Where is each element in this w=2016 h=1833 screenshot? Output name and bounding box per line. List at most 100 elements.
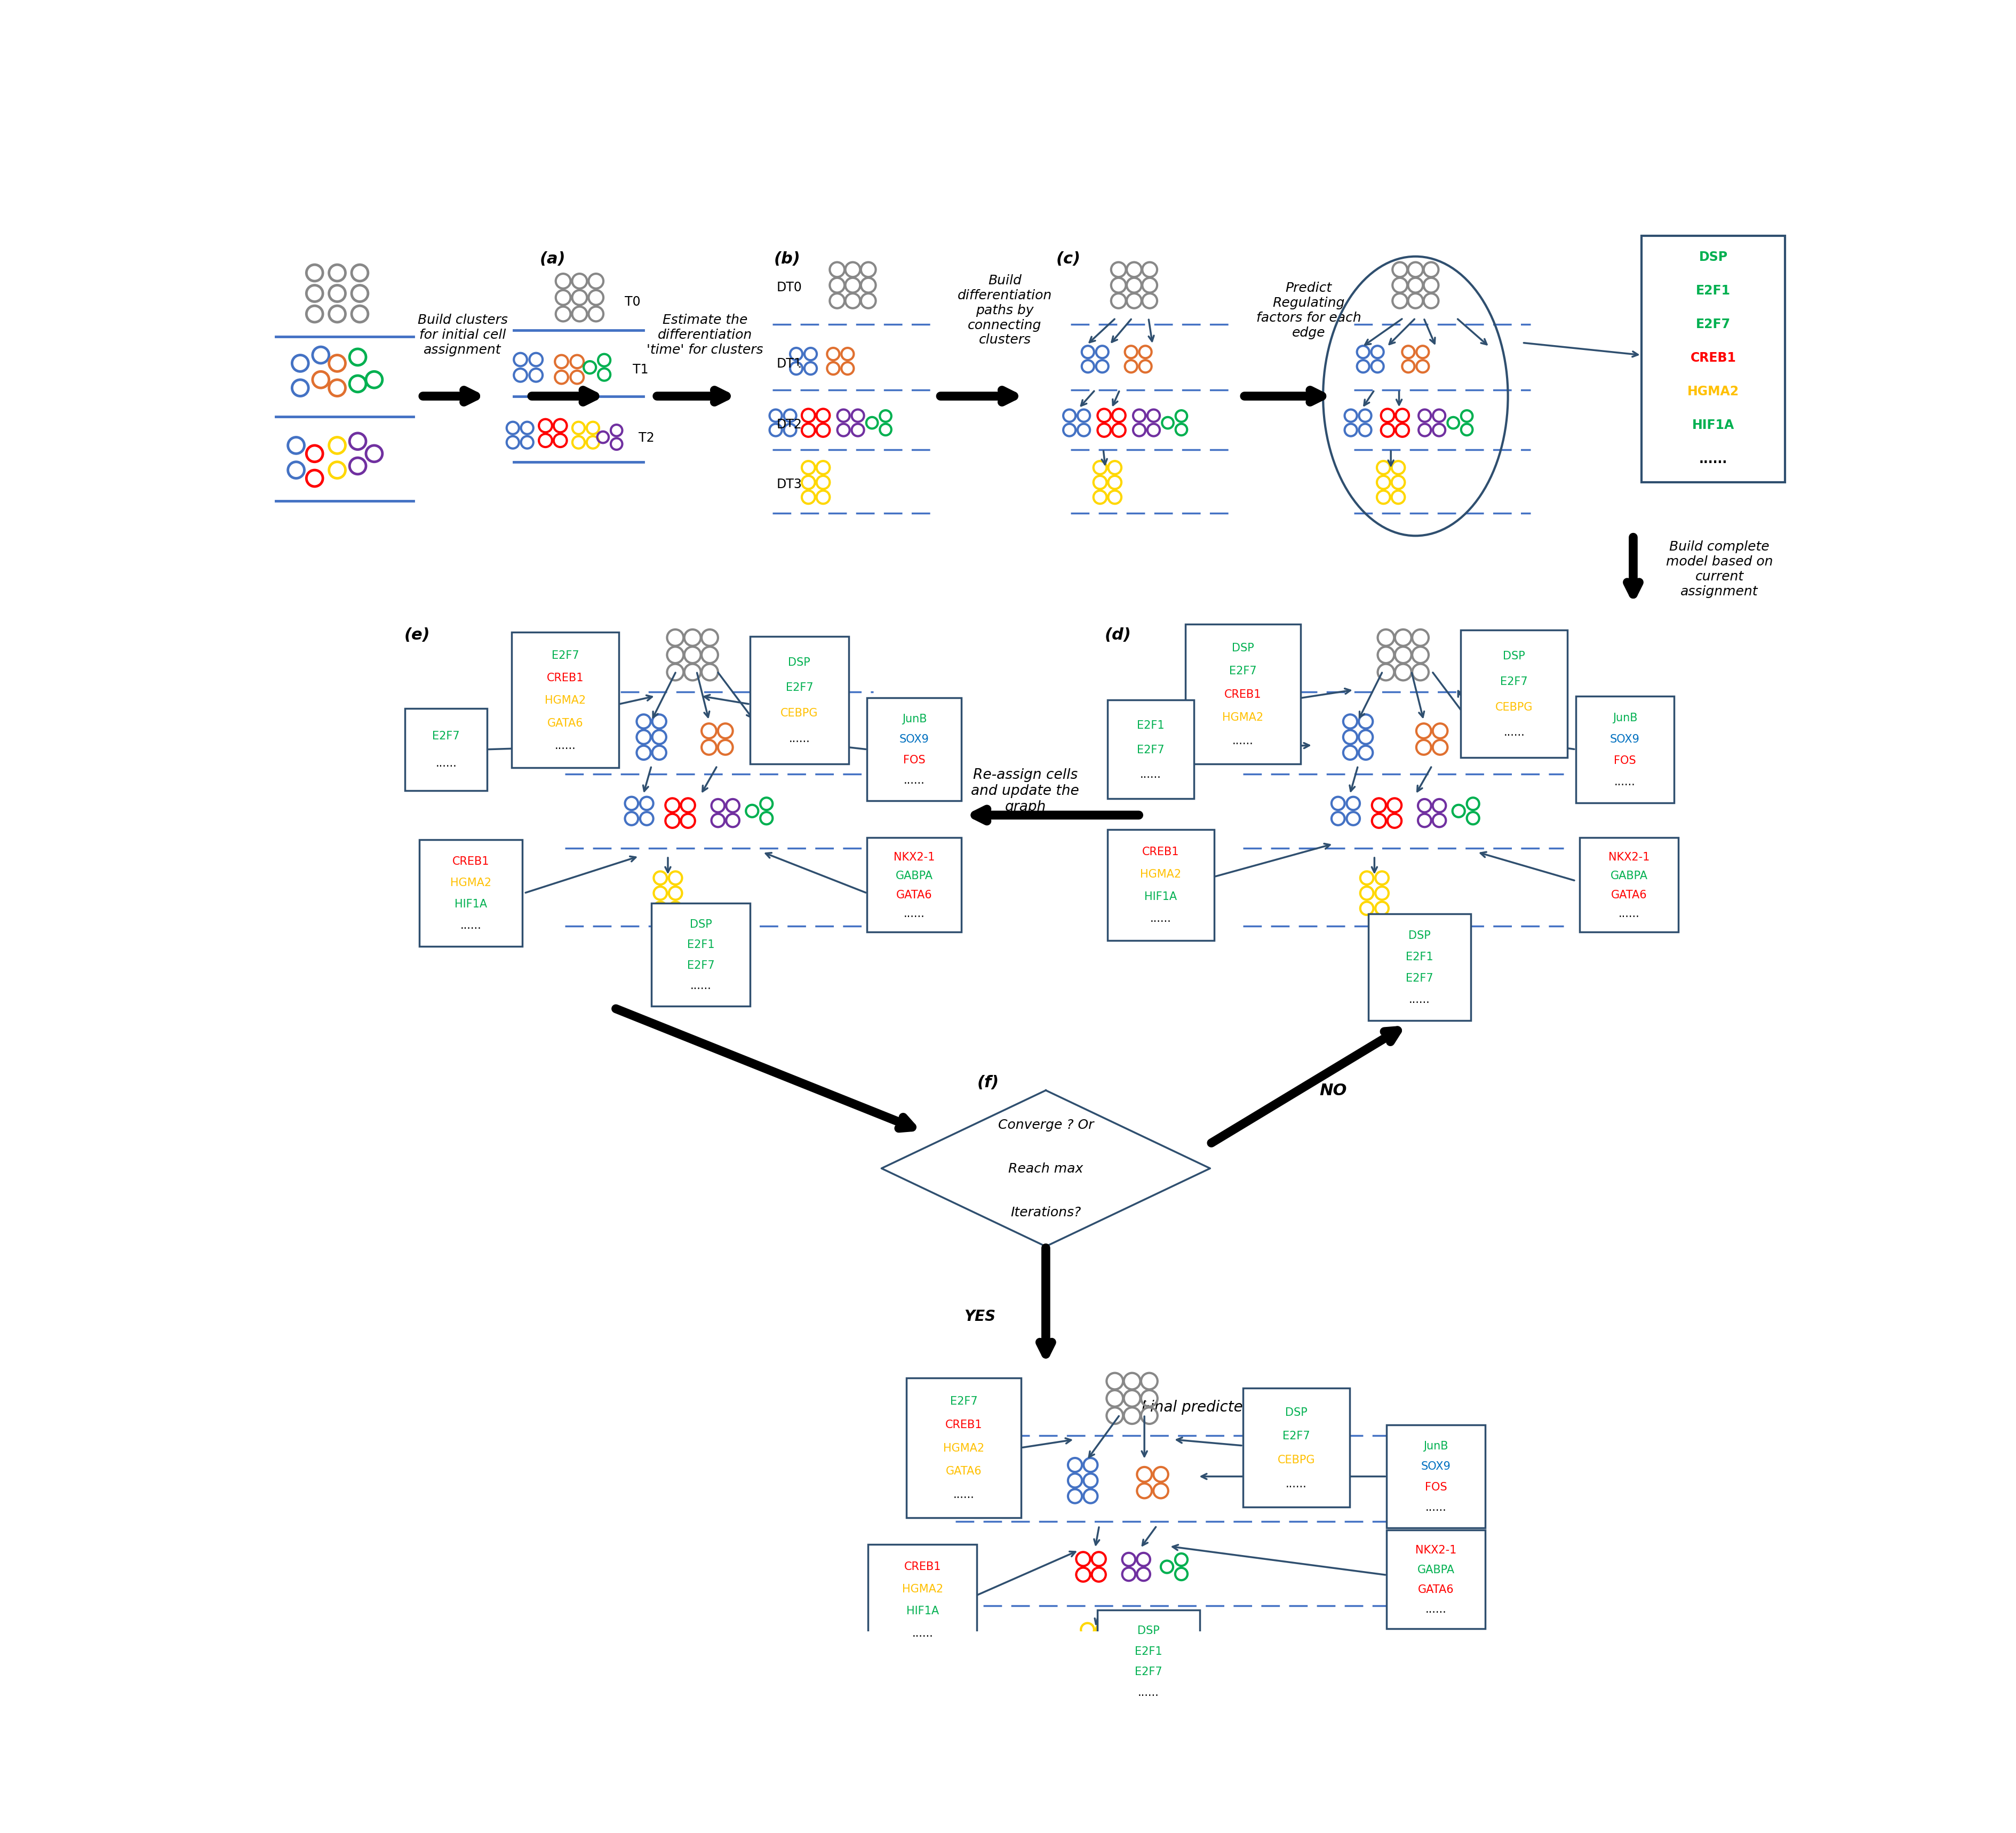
- Circle shape: [333, 290, 341, 299]
- Circle shape: [687, 669, 696, 676]
- Circle shape: [1115, 266, 1121, 273]
- Circle shape: [1419, 350, 1425, 356]
- Circle shape: [804, 480, 810, 486]
- Text: E2F7: E2F7: [1282, 1430, 1310, 1441]
- Circle shape: [353, 354, 361, 361]
- Circle shape: [683, 818, 691, 825]
- Circle shape: [333, 442, 341, 449]
- Text: CEBPG: CEBPG: [1278, 1454, 1314, 1465]
- FancyBboxPatch shape: [1579, 838, 1677, 933]
- Circle shape: [575, 440, 581, 445]
- Circle shape: [1070, 1477, 1079, 1485]
- Circle shape: [1399, 651, 1407, 660]
- Circle shape: [792, 367, 798, 372]
- FancyBboxPatch shape: [905, 1378, 1020, 1518]
- Circle shape: [1456, 808, 1462, 814]
- Circle shape: [671, 874, 679, 882]
- Text: Re-assign cells
and update the
graph: Re-assign cells and update the graph: [972, 768, 1079, 814]
- Circle shape: [1099, 1657, 1105, 1663]
- Circle shape: [1127, 1411, 1135, 1421]
- Text: CREB1: CREB1: [452, 856, 490, 867]
- Text: ......: ......: [1615, 777, 1635, 786]
- Text: DSP: DSP: [1137, 1626, 1159, 1635]
- Circle shape: [1399, 634, 1407, 642]
- Text: E2F7: E2F7: [687, 960, 714, 971]
- Circle shape: [353, 462, 361, 471]
- Circle shape: [1421, 412, 1427, 420]
- Circle shape: [1399, 427, 1405, 434]
- Circle shape: [657, 891, 663, 896]
- Circle shape: [1415, 651, 1423, 660]
- Circle shape: [1157, 1470, 1163, 1477]
- Circle shape: [1405, 363, 1411, 370]
- Circle shape: [1111, 1411, 1119, 1421]
- Circle shape: [1427, 297, 1435, 304]
- Text: ......: ......: [954, 1488, 974, 1499]
- Circle shape: [1087, 1461, 1095, 1468]
- Circle shape: [333, 385, 341, 392]
- Circle shape: [1391, 803, 1397, 808]
- Circle shape: [865, 297, 871, 304]
- Circle shape: [310, 449, 319, 458]
- Text: CREB1: CREB1: [1141, 847, 1179, 858]
- Circle shape: [1361, 427, 1369, 433]
- Circle shape: [556, 423, 562, 429]
- Circle shape: [1087, 1477, 1095, 1485]
- Circle shape: [669, 803, 675, 808]
- Circle shape: [1379, 874, 1385, 882]
- Circle shape: [1363, 906, 1369, 911]
- Text: Estimate the
differentiation
'time' for clusters: Estimate the differentiation 'time' for …: [647, 313, 762, 356]
- Circle shape: [1359, 363, 1367, 370]
- Text: HGMA2: HGMA2: [943, 1443, 984, 1454]
- Circle shape: [1363, 719, 1369, 726]
- Circle shape: [1411, 266, 1419, 273]
- Circle shape: [371, 449, 379, 458]
- Circle shape: [1363, 891, 1369, 896]
- Circle shape: [845, 367, 851, 372]
- Text: Converge ? Or: Converge ? Or: [998, 1118, 1093, 1131]
- Text: E2F7: E2F7: [950, 1397, 978, 1406]
- Text: FOS: FOS: [903, 755, 925, 766]
- Circle shape: [1151, 427, 1157, 433]
- Circle shape: [1395, 495, 1401, 500]
- Circle shape: [310, 269, 319, 277]
- Circle shape: [558, 374, 564, 381]
- Circle shape: [589, 425, 597, 431]
- Circle shape: [706, 651, 714, 660]
- Circle shape: [657, 906, 663, 911]
- Circle shape: [655, 733, 663, 741]
- Circle shape: [1421, 427, 1427, 433]
- Circle shape: [1127, 1395, 1135, 1402]
- Circle shape: [772, 427, 778, 433]
- Circle shape: [532, 372, 538, 379]
- Circle shape: [1081, 427, 1087, 433]
- Circle shape: [706, 634, 714, 642]
- Text: ......: ......: [903, 907, 925, 918]
- Text: ......: ......: [554, 741, 577, 752]
- Circle shape: [1349, 816, 1357, 823]
- Circle shape: [1127, 363, 1133, 370]
- Circle shape: [706, 728, 712, 735]
- Circle shape: [1115, 412, 1121, 420]
- Circle shape: [869, 420, 875, 425]
- Text: ......: ......: [1149, 913, 1171, 924]
- Circle shape: [1115, 282, 1121, 290]
- Circle shape: [1361, 412, 1369, 420]
- Text: (b): (b): [774, 251, 800, 268]
- Text: E2F1: E2F1: [1405, 951, 1433, 962]
- Circle shape: [683, 803, 691, 808]
- Text: CREB1: CREB1: [546, 673, 583, 684]
- Circle shape: [601, 372, 607, 378]
- Circle shape: [748, 808, 754, 814]
- Text: HIF1A: HIF1A: [1691, 420, 1734, 433]
- Text: ......: ......: [903, 775, 925, 786]
- Text: E2F7: E2F7: [1135, 1666, 1161, 1677]
- Circle shape: [353, 379, 361, 389]
- Circle shape: [849, 266, 857, 273]
- Text: Build complete
model based on
current
assignment: Build complete model based on current as…: [1665, 541, 1772, 598]
- Circle shape: [841, 412, 847, 420]
- Circle shape: [714, 803, 722, 808]
- Circle shape: [1395, 297, 1403, 304]
- Text: HGMA2: HGMA2: [450, 878, 492, 887]
- Circle shape: [722, 728, 730, 735]
